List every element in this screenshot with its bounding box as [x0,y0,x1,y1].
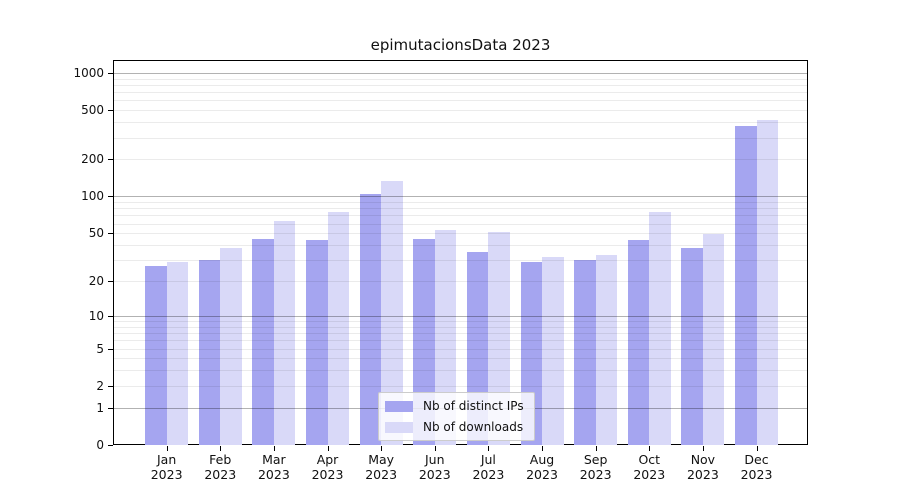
y-tick-label-1: 1 [96,400,104,415]
x-tick-label-mar: Mar 2023 [257,452,290,482]
legend-label-distinct-ips: Nb of distinct IPs [423,399,524,413]
bar-downloads-jan [166,261,189,445]
bar-downloads-sep [595,255,618,445]
x-tick-nov [702,446,704,451]
x-tick-oct [649,446,651,451]
x-tick-label-jul: Jul 2023 [472,452,505,482]
y-tick-500 [108,110,113,112]
x-tick-jul [488,446,490,451]
bar-downloads-jul [488,232,510,445]
y-tick-5 [108,348,113,350]
y-tick-10 [108,315,113,317]
x-tick-jun [434,446,436,451]
bar-downloads-feb [220,247,242,445]
x-tick-label-nov: Nov 2023 [686,452,719,482]
x-tick-dec [756,446,758,451]
x-tick-may [381,446,383,451]
bar-downloads-nov [702,234,725,445]
bar-ips-dec [735,125,757,445]
x-tick-label-jan: Jan 2023 [150,452,183,482]
y-tick-20 [108,281,113,283]
bar-ips-apr [306,240,328,445]
legend-row-distinct-ips: Nb of distinct IPs [385,397,524,415]
x-tick-label-sep: Sep 2023 [579,452,612,482]
x-tick-jan [166,446,168,451]
bar-downloads-may [381,181,403,445]
y-tick-50 [108,233,113,235]
y-tick-label-5: 5 [96,341,104,356]
legend-row-downloads: Nb of downloads [385,418,524,436]
y-tick-100 [108,196,113,198]
bar-ips-nov [681,247,703,445]
bar-downloads-mar [273,221,296,445]
y-tick-label-10: 10 [88,308,104,323]
x-tick-label-feb: Feb 2023 [204,452,237,482]
y-tick-200 [108,159,113,161]
bar-ips-may [359,193,382,445]
y-tick-0 [108,445,113,446]
y-tick-label-0: 0 [96,438,104,452]
y-tick-2 [108,385,113,387]
legend: Nb of distinct IPs Nb of downloads [378,392,535,441]
x-tick-label-oct: Oct 2023 [633,452,666,482]
y-tick-1000 [108,72,113,74]
bar-ips-feb [198,260,221,445]
x-tick-sep [595,446,597,451]
bar-downloads-jun [434,230,457,445]
bar-ips-jan [145,265,167,445]
y-tick-label-50: 50 [88,226,104,241]
y-tick-label-2: 2 [96,378,104,393]
y-tick-label-200: 200 [81,152,104,167]
bar-ips-mar [252,238,274,445]
y-tick-label-20: 20 [88,274,104,289]
x-tick-mar [273,446,275,451]
bar-downloads-oct [649,212,671,445]
x-tick-label-jun: Jun 2023 [418,452,451,482]
y-tick-label-100: 100 [81,189,104,204]
x-tick-label-aug: Aug 2023 [526,452,558,482]
legend-label-downloads: Nb of downloads [423,420,524,434]
bar-downloads-aug [542,256,564,445]
y-tick-label-1000: 1000 [73,65,104,80]
x-tick-apr [327,446,329,451]
bar-ips-sep [574,260,596,445]
x-tick-aug [542,446,543,451]
chart-title: epimutacionsData 2023 [370,36,551,54]
bar-downloads-dec [756,119,779,445]
legend-swatch-distinct-ips [385,400,413,412]
y-tick-1 [108,407,113,409]
bar-ips-oct [627,240,650,445]
bar-downloads-apr [327,211,349,445]
x-tick-feb [220,446,222,451]
x-tick-label-apr: Apr 2023 [311,452,344,482]
y-tick-label-500: 500 [81,103,104,118]
bars-layer [114,61,808,445]
x-tick-label-may: May 2023 [365,452,398,482]
legend-swatch-downloads [385,421,413,433]
x-tick-label-dec: Dec 2023 [740,452,773,482]
